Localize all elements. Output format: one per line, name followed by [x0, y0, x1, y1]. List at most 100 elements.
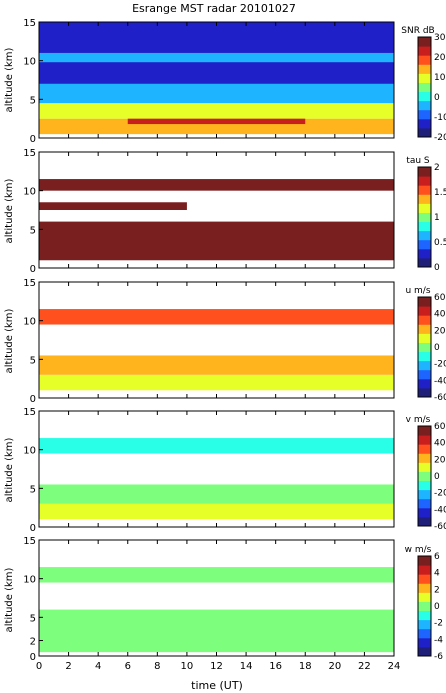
colorbar-segment: [418, 109, 431, 120]
colorbar-tick-label: -20: [434, 489, 446, 499]
data-cell: [39, 609, 394, 653]
colorbar-segment: [418, 257, 431, 268]
colorbar-tick-label: 20: [434, 326, 446, 336]
colorbar-tick-label: 1: [434, 213, 440, 223]
colorbar-segment: [418, 426, 431, 436]
colorbar-tick-label: 1.5: [434, 188, 446, 198]
colorbar-segment: [418, 471, 431, 482]
colorbar-tick-label: 60: [434, 422, 446, 432]
data-cell: [127, 113, 306, 125]
y-tick-label: 10: [23, 446, 36, 457]
x-tick-label: 12: [210, 661, 223, 672]
colorbar-segment: [418, 619, 431, 630]
colorbar-tick-label: 2: [434, 585, 440, 595]
colorbar-segment: [418, 306, 431, 316]
colorbar-tick-label: -40: [434, 505, 446, 515]
colorbar-segment: [418, 565, 431, 575]
colorbar-label: u m/s: [405, 286, 430, 296]
data-cell: [39, 221, 394, 261]
x-tick-label: 24: [388, 661, 401, 672]
colorbar-tick-label: -6: [434, 652, 443, 662]
colorbar-segment: [418, 239, 431, 250]
colorbar-tick-label: -40: [434, 376, 446, 386]
colorbar-segment: [418, 646, 431, 657]
y-tick-label: 15: [23, 148, 36, 159]
colorbar-segment: [418, 82, 431, 93]
panel-marks: 0 5 10 15 60 40 20 0 -20 -40 -60: [23, 407, 446, 534]
y-tick-label: 10: [23, 187, 36, 198]
colorbar-segment: [418, 315, 431, 325]
colorbar-segment: [418, 453, 431, 463]
data-cell: [39, 567, 394, 583]
y-tick-label: 15: [23, 278, 36, 289]
figure-title: Esrange MST radar 20101027: [132, 2, 296, 15]
colorbar-segment: [418, 91, 431, 102]
colorbar-segment: [418, 230, 431, 241]
colorbar-tick-label: 40: [434, 310, 446, 320]
colorbar-segment: [418, 351, 431, 362]
colorbar-tick-label: -20: [434, 360, 446, 370]
data-cell: [39, 309, 394, 325]
x-axis-label: time (UT): [191, 679, 243, 692]
colorbar-segment: [418, 583, 431, 593]
colorbar-segment: [418, 444, 431, 454]
colorbar-segment: [418, 64, 431, 74]
colorbar-frame: [417, 166, 432, 268]
y-tick-label: 10: [23, 575, 36, 586]
colorbar-segment: [418, 628, 431, 639]
colorbar-segment: [418, 369, 431, 380]
colorbar-segment: [418, 387, 431, 398]
colorbar-segment: [418, 324, 431, 334]
data-cell: [39, 503, 394, 520]
x-tick-label: 22: [358, 661, 371, 672]
colorbar-segment: [418, 297, 431, 307]
panel-u: altitude (km) u m/s: [4, 286, 431, 373]
x-tick-label: 8: [154, 661, 160, 672]
colorbar-segment: [418, 574, 431, 584]
colorbar-tick-label: 20: [434, 53, 446, 63]
colorbar-segment: [418, 185, 431, 195]
colorbar-tick-label: 0: [434, 602, 440, 612]
ylabel: altitude (km): [4, 47, 15, 112]
x-tick-label: 4: [95, 661, 101, 672]
colorbar-tick-label: -10: [434, 113, 446, 123]
panel-w: altitude (km) w m/s: [4, 545, 432, 632]
panel-marks: 0 5 10 15 2 1.5 1 0.5 0: [23, 148, 446, 275]
x-tick-label: 18: [299, 661, 312, 672]
colorbar-frame: [417, 36, 432, 138]
chart-marks: 0510153020100-10-2005101521.510.50051015…: [23, 18, 446, 672]
data-cell: [39, 484, 394, 504]
colorbar-segment: [418, 480, 431, 491]
colorbar-segment: [418, 100, 431, 111]
colorbar-tick-label: -60: [434, 393, 446, 403]
colorbar-tick-label: -4: [434, 635, 443, 645]
colorbar-segment: [418, 342, 431, 353]
colorbar-tick-label: 0: [434, 343, 440, 353]
colorbar-segment: [418, 556, 431, 566]
colorbar-tick-label: 40: [434, 439, 446, 449]
colorbar-segment: [418, 37, 431, 47]
x-tick-label: 14: [240, 661, 253, 672]
colorbar-segment: [418, 176, 431, 186]
y-tick-label: 0: [30, 394, 36, 405]
panel-marks: 0 5 10 15 30 20 10 0 -10 -20: [23, 18, 446, 145]
y-tick-label: 0: [30, 652, 36, 663]
y-tick-label: 15: [23, 18, 36, 29]
colorbar-segment: [418, 601, 431, 612]
colorbar-segment: [418, 507, 431, 518]
colorbar-segment: [418, 462, 431, 472]
colorbar-tick-label: 4: [434, 569, 440, 579]
colorbar-segment: [418, 248, 431, 259]
x-tick-label: 16: [269, 661, 282, 672]
x-tick-label: 10: [181, 661, 194, 672]
colorbar-segment: [418, 637, 431, 648]
y-tick-label: 15: [23, 407, 36, 418]
colorbar-frame: [417, 555, 432, 657]
data-cell: [39, 355, 394, 375]
y-tick-label: 15: [23, 536, 36, 547]
ylabel: altitude (km): [4, 178, 15, 243]
colorbar-segment: [418, 203, 431, 213]
colorbar-segment: [418, 167, 431, 177]
colorbar-segment: [418, 610, 431, 621]
ylabel: altitude (km): [4, 308, 15, 373]
